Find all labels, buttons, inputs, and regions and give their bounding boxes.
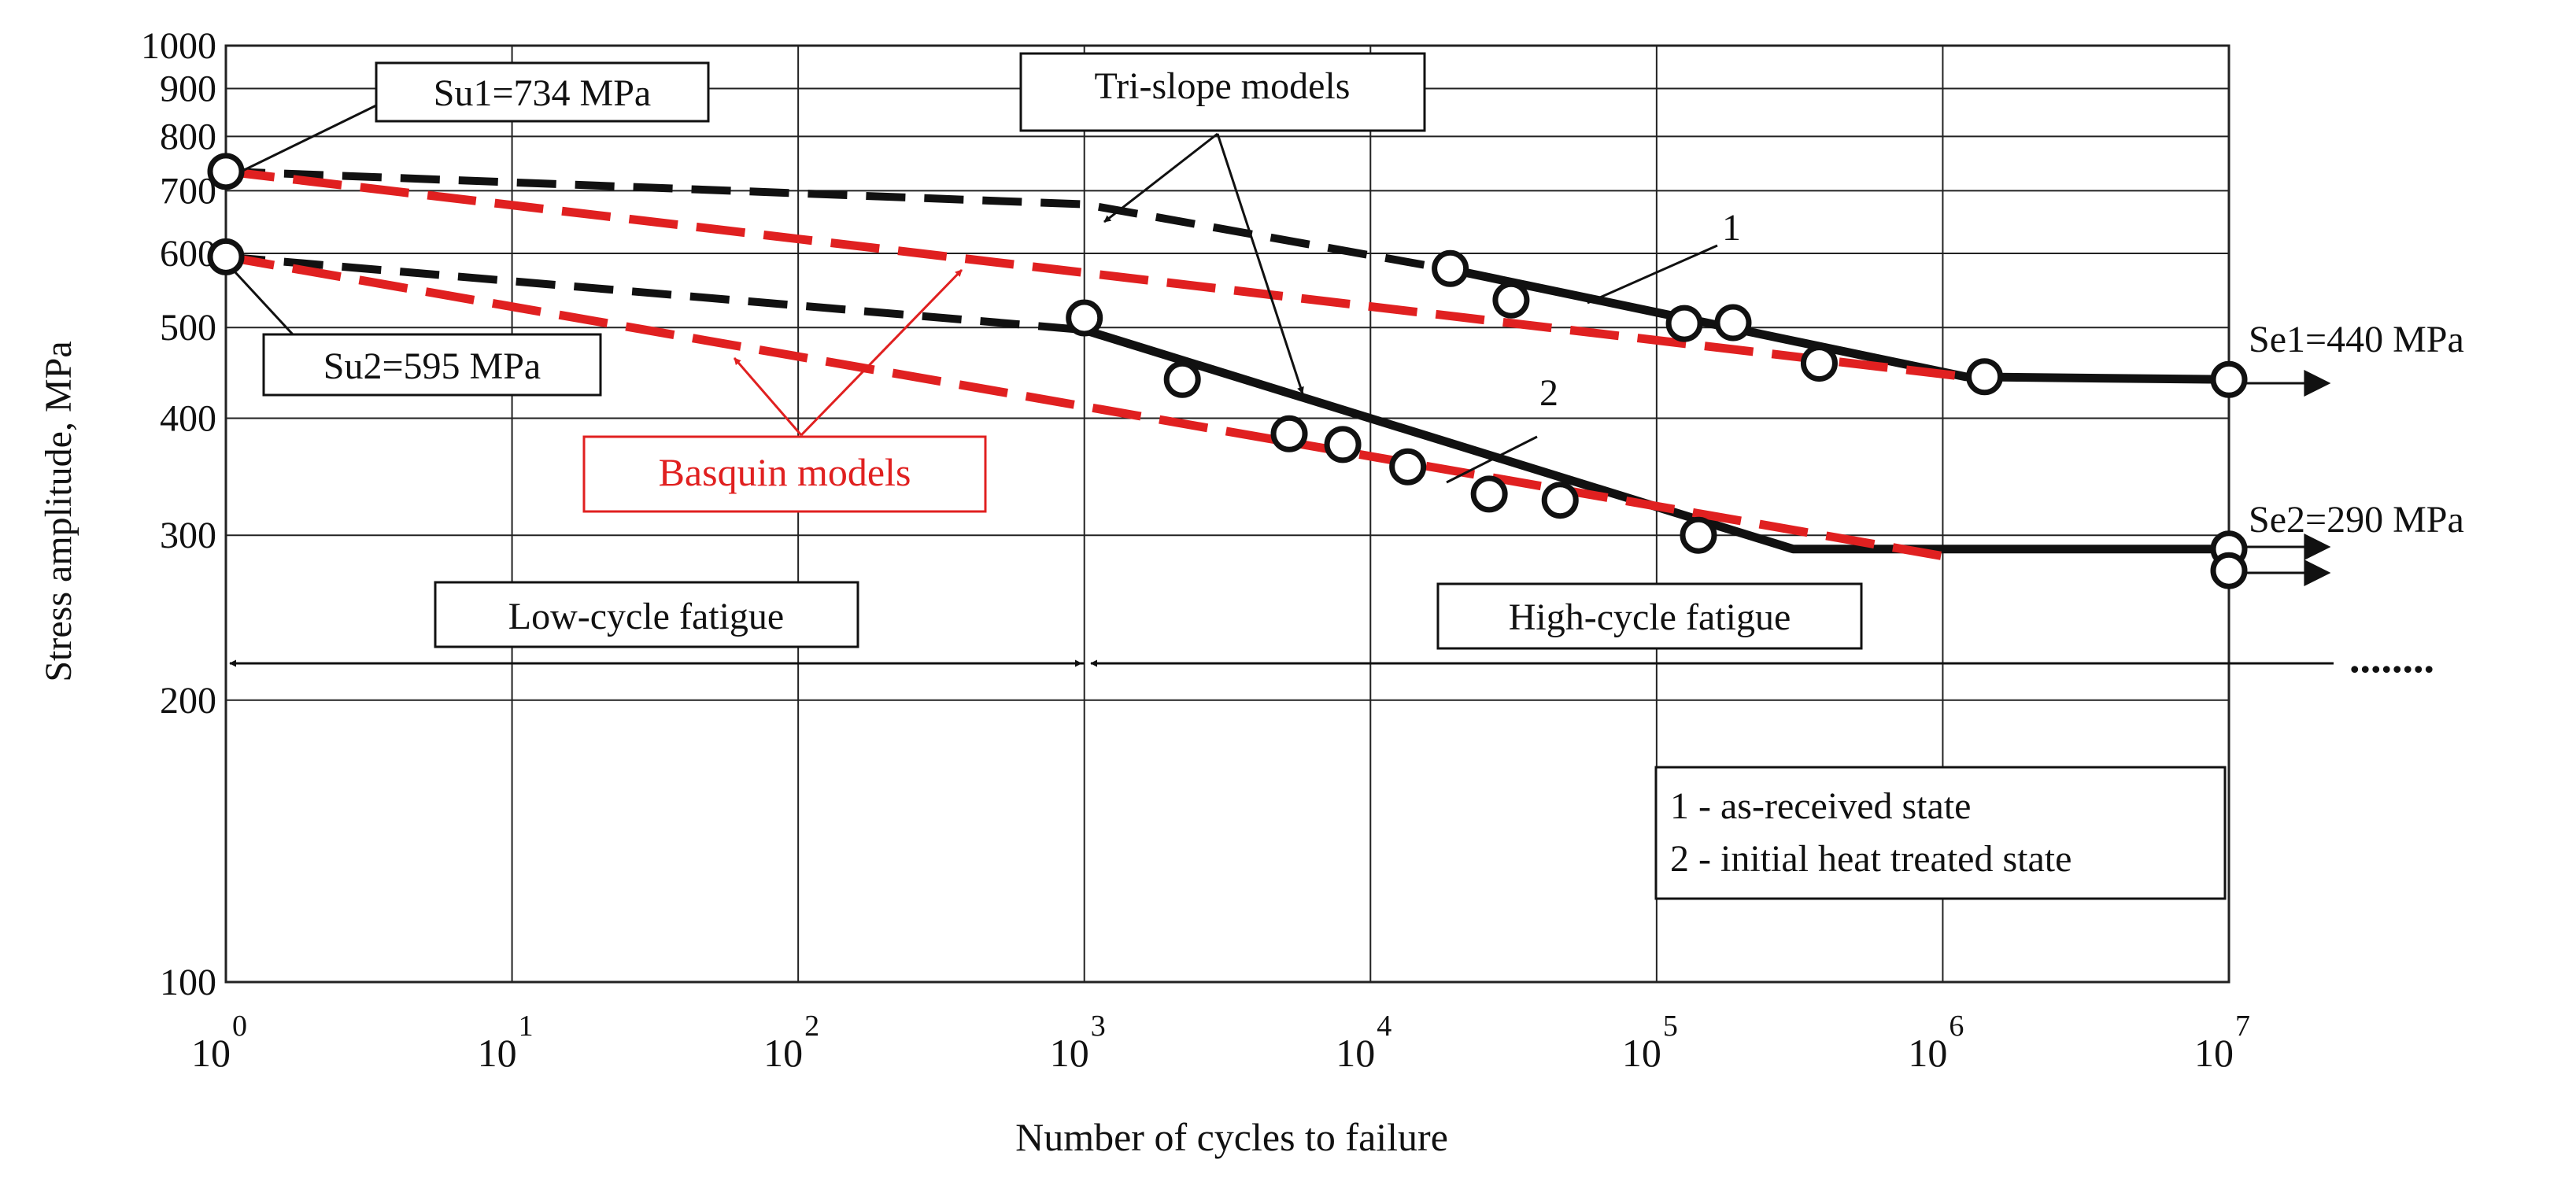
su2-callout: Su2=595 MPa xyxy=(262,333,602,397)
data-point xyxy=(2210,552,2248,589)
high-cycle-callout: High-cycle fatigue xyxy=(1436,582,1863,650)
curve-1-leader xyxy=(1587,244,1718,305)
plot-frame xyxy=(224,44,2230,984)
data-point xyxy=(207,153,245,190)
data-point xyxy=(1432,249,1469,287)
basquin-label: Basquin models xyxy=(659,450,911,494)
data-point xyxy=(1324,426,1362,463)
y-tick-label: 100 xyxy=(160,962,216,1003)
y-tick-label: 800 xyxy=(160,116,216,157)
legend-item-2: 2 - initial heat treated state xyxy=(1670,838,2072,880)
x-tick-label: 102 xyxy=(763,1010,819,1075)
data-point xyxy=(1714,304,1752,342)
data-point xyxy=(1800,345,1838,382)
su1-leader xyxy=(234,104,377,176)
data-point xyxy=(1270,415,1308,452)
series-line xyxy=(225,167,1966,382)
data-point xyxy=(1541,482,1579,519)
curve-2-label: 2 xyxy=(1539,372,1558,414)
x-tick-exponent: 3 xyxy=(1091,1010,1106,1043)
low-cycle-callout: Low-cycle fatigue xyxy=(434,581,859,648)
y-tick-label: 1000 xyxy=(141,25,216,67)
se2-label: Se2=290 MPa xyxy=(2249,499,2464,541)
x-tick-exponent: 2 xyxy=(804,1010,819,1043)
x-tick-exponent: 7 xyxy=(2235,1010,2250,1043)
x-tick-label: 104 xyxy=(1336,1010,1391,1075)
basquin-arrow-1 xyxy=(733,357,803,436)
data-point-markers xyxy=(207,153,2248,589)
y-axis-label: Stress amplitude, MPa xyxy=(38,341,79,681)
trislope-arrow-1 xyxy=(1103,132,1218,223)
x-tick-base: 10 xyxy=(1908,1031,1947,1075)
su1-label: Su1=734 MPa xyxy=(434,72,651,114)
curve-2-leader xyxy=(1446,435,1538,484)
series-line xyxy=(225,253,1085,334)
y-tick-label: 400 xyxy=(160,398,216,440)
continuation-dots: ........ xyxy=(2349,634,2434,681)
series-line xyxy=(225,252,1944,561)
trislope-callout: Tri-slope models xyxy=(1019,52,1426,132)
y-tick-label: 600 xyxy=(160,233,216,275)
series-line xyxy=(225,167,1458,275)
se1-label: Se1=440 MPa xyxy=(2249,319,2464,360)
x-tick-label: 101 xyxy=(478,1010,534,1075)
x-tick-exponent: 0 xyxy=(232,1010,247,1043)
x-tick-base: 10 xyxy=(478,1031,517,1075)
legend-box: 1 - as-received state 2 - initial heat t… xyxy=(1654,766,2227,900)
y-tick-label: 900 xyxy=(160,68,216,109)
su2-label: Su2=595 MPa xyxy=(323,345,541,387)
y-tick-label: 700 xyxy=(160,170,216,212)
series-line xyxy=(1455,266,2230,384)
data-point xyxy=(1163,360,1201,398)
data-point xyxy=(2210,360,2248,398)
curve-1-label: 1 xyxy=(1722,207,1741,249)
x-tick-label: 103 xyxy=(1050,1010,1106,1075)
data-point xyxy=(1492,281,1530,319)
x-tick-label: 105 xyxy=(1622,1010,1678,1075)
x-axis-label: Number of cycles to failure xyxy=(1015,1115,1448,1159)
x-tick-base: 10 xyxy=(1622,1031,1661,1075)
basquin-callout: Basquin models xyxy=(582,435,987,513)
y-tick-label: 200 xyxy=(160,680,216,722)
series-lines xyxy=(225,167,2230,561)
x-tick-exponent: 1 xyxy=(519,1010,534,1043)
x-tick-base: 10 xyxy=(763,1031,803,1075)
x-tick-exponent: 6 xyxy=(1949,1010,1964,1043)
data-point xyxy=(1966,358,2004,396)
x-tick-base: 10 xyxy=(2194,1031,2234,1075)
trislope-arrow-2 xyxy=(1216,133,1304,394)
basquin-arrow-2 xyxy=(800,268,963,437)
trislope-label: Tri-slope models xyxy=(1095,65,1351,107)
x-tick-base: 10 xyxy=(191,1031,231,1075)
data-point xyxy=(1389,448,1427,486)
su2-leader xyxy=(233,270,294,336)
x-tick-exponent: 5 xyxy=(1663,1010,1678,1043)
x-tick-base: 10 xyxy=(1050,1031,1089,1075)
x-tick-exponent: 4 xyxy=(1377,1010,1391,1043)
data-point xyxy=(1680,516,1717,554)
x-tick-base: 10 xyxy=(1336,1031,1375,1075)
series-line xyxy=(1083,326,2229,554)
y-tick-label: 300 xyxy=(160,515,216,556)
x-tick-label: 100 xyxy=(191,1010,247,1075)
data-point xyxy=(1470,475,1508,513)
data-point xyxy=(1066,299,1103,337)
su1-callout: Su1=734 MPa xyxy=(375,61,710,123)
y-tick-label: 500 xyxy=(160,307,216,349)
x-tick-label: 107 xyxy=(2194,1010,2250,1075)
x-tick-label: 106 xyxy=(1908,1010,1964,1075)
data-point xyxy=(207,238,245,275)
low-cycle-label: Low-cycle fatigue xyxy=(508,596,784,637)
legend-item-1: 1 - as-received state xyxy=(1670,785,1971,827)
high-cycle-label: High-cycle fatigue xyxy=(1509,596,1791,638)
data-point xyxy=(1665,305,1703,342)
